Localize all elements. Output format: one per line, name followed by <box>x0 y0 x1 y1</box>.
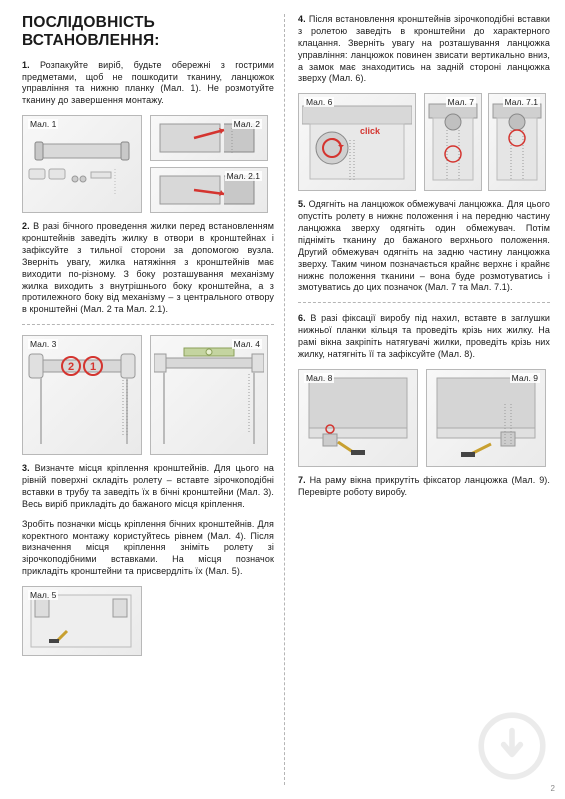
step-3-num: 3. <box>22 463 30 473</box>
svg-text:2: 2 <box>68 361 74 373</box>
figure-1-illustration <box>27 124 137 204</box>
divider-right-1 <box>298 302 550 303</box>
figure-7-1-caption: Мал. 7.1 <box>503 97 540 107</box>
figure-4-caption: Мал. 4 <box>232 339 262 349</box>
figure-3-illustration: 2 1 <box>27 340 137 450</box>
figure-9-illustration <box>431 374 541 462</box>
figure-6: Мал. 6 click <box>298 93 416 191</box>
figrow-3-4: Мал. 3 2 1 Мал. 4 <box>22 335 274 455</box>
step-2: 2. В разі бічного проведення жилки перед… <box>22 221 274 316</box>
figure-7-caption: Мал. 7 <box>446 97 476 107</box>
step-2-num: 2. <box>22 221 30 231</box>
column-divider <box>284 14 285 785</box>
figure-2-1-caption: Мал. 2.1 <box>225 171 262 181</box>
watermark-icon <box>477 711 547 781</box>
figure-8-caption: Мал. 8 <box>304 373 334 383</box>
figrow-8-9: Мал. 8 Мал. 9 <box>298 369 550 467</box>
figure-5: Мал. 5 <box>22 586 142 656</box>
figure-7-illustration <box>427 98 479 186</box>
figure-2: Мал. 2 <box>150 115 268 161</box>
step-1: 1. Розпакуйте виріб, будьте обережні з г… <box>22 60 274 108</box>
figrow-1-2: Мал. 1 Мал. 2 <box>22 115 274 213</box>
step-4: 4. Після встановлення кронштейнів зірочк… <box>298 14 550 85</box>
step-6-num: 6. <box>298 313 306 323</box>
step-4-num: 4. <box>298 14 306 24</box>
step-6-text: В разі фіксації виробу під нахил, вставт… <box>298 313 550 359</box>
figure-8: Мал. 8 <box>298 369 418 467</box>
figure-4-illustration <box>154 340 264 450</box>
page-title: ПОСЛІДОВНІСТЬ ВСТАНОВЛЕННЯ: <box>22 14 274 50</box>
figure-2-caption: Мал. 2 <box>232 119 262 129</box>
figure-6-caption: Мал. 6 <box>304 97 334 107</box>
figure-5-caption: Мал. 5 <box>28 590 58 600</box>
step-4-text: Після встановлення кронштейнів зірочкопо… <box>298 14 550 83</box>
svg-text:1: 1 <box>90 361 96 373</box>
step-3-text: Визначте місця кріплення кронштейнів. Дл… <box>22 463 274 509</box>
figure-4: Мал. 4 <box>150 335 268 455</box>
step-5-text: Одягніть на ланцюжок обмежувачі ланцюжка… <box>298 199 550 292</box>
step-2-text: В разі бічного проведення жилки перед вс… <box>22 221 274 314</box>
figrow-6-7: Мал. 6 click Мал. 7 <box>298 93 550 191</box>
figure-7: Мал. 7 <box>424 93 482 191</box>
left-column: ПОСЛІДОВНІСТЬ ВСТАНОВЛЕННЯ: 1. Розпакуйт… <box>22 14 274 664</box>
step-1-text: Розпакуйте виріб, будьте обережні з гост… <box>22 60 274 106</box>
figrow-5: Мал. 5 <box>22 586 274 656</box>
step-5-num: 5. <box>298 199 306 209</box>
step-7-text: На раму вікна прикрутіть фіксатор ланцюж… <box>298 475 550 497</box>
figure-9-caption: Мал. 9 <box>510 373 540 383</box>
step-3b: Зробіть позначки місць кріплення бічних … <box>22 519 274 578</box>
figure-9: Мал. 9 <box>426 369 546 467</box>
instruction-page: ПОСЛІДОВНІСТЬ ВСТАНОВЛЕННЯ: 1. Розпакуйт… <box>0 0 565 799</box>
step-3: 3. Визначте місця кріплення кронштейнів.… <box>22 463 274 511</box>
figure-3-caption: Мал. 3 <box>28 339 58 349</box>
figure-2-1: Мал. 2.1 <box>150 167 268 213</box>
step-1-num: 1. <box>22 60 30 70</box>
figure-3: Мал. 3 2 1 <box>22 335 142 455</box>
step-7-num: 7. <box>298 475 306 485</box>
page-number: 2 <box>551 784 555 793</box>
step-5: 5. Одягніть на ланцюжок обмежувачі ланцю… <box>298 199 550 294</box>
figure-6-illustration: click <box>302 98 412 186</box>
step-6: 6. В разі фіксації виробу під нахил, вст… <box>298 313 550 361</box>
divider-left-1 <box>22 324 274 325</box>
figure-8-illustration <box>303 374 413 462</box>
right-column: 4. Після встановлення кронштейнів зірочк… <box>298 14 550 507</box>
figure-1: Мал. 1 <box>22 115 142 213</box>
step-7: 7. На раму вікна прикрутіть фіксатор лан… <box>298 475 550 499</box>
figure-1-caption: Мал. 1 <box>28 119 58 129</box>
figure-7-1-illustration <box>491 98 543 186</box>
click-label: click <box>360 126 381 136</box>
figure-7-1: Мал. 7.1 <box>488 93 546 191</box>
